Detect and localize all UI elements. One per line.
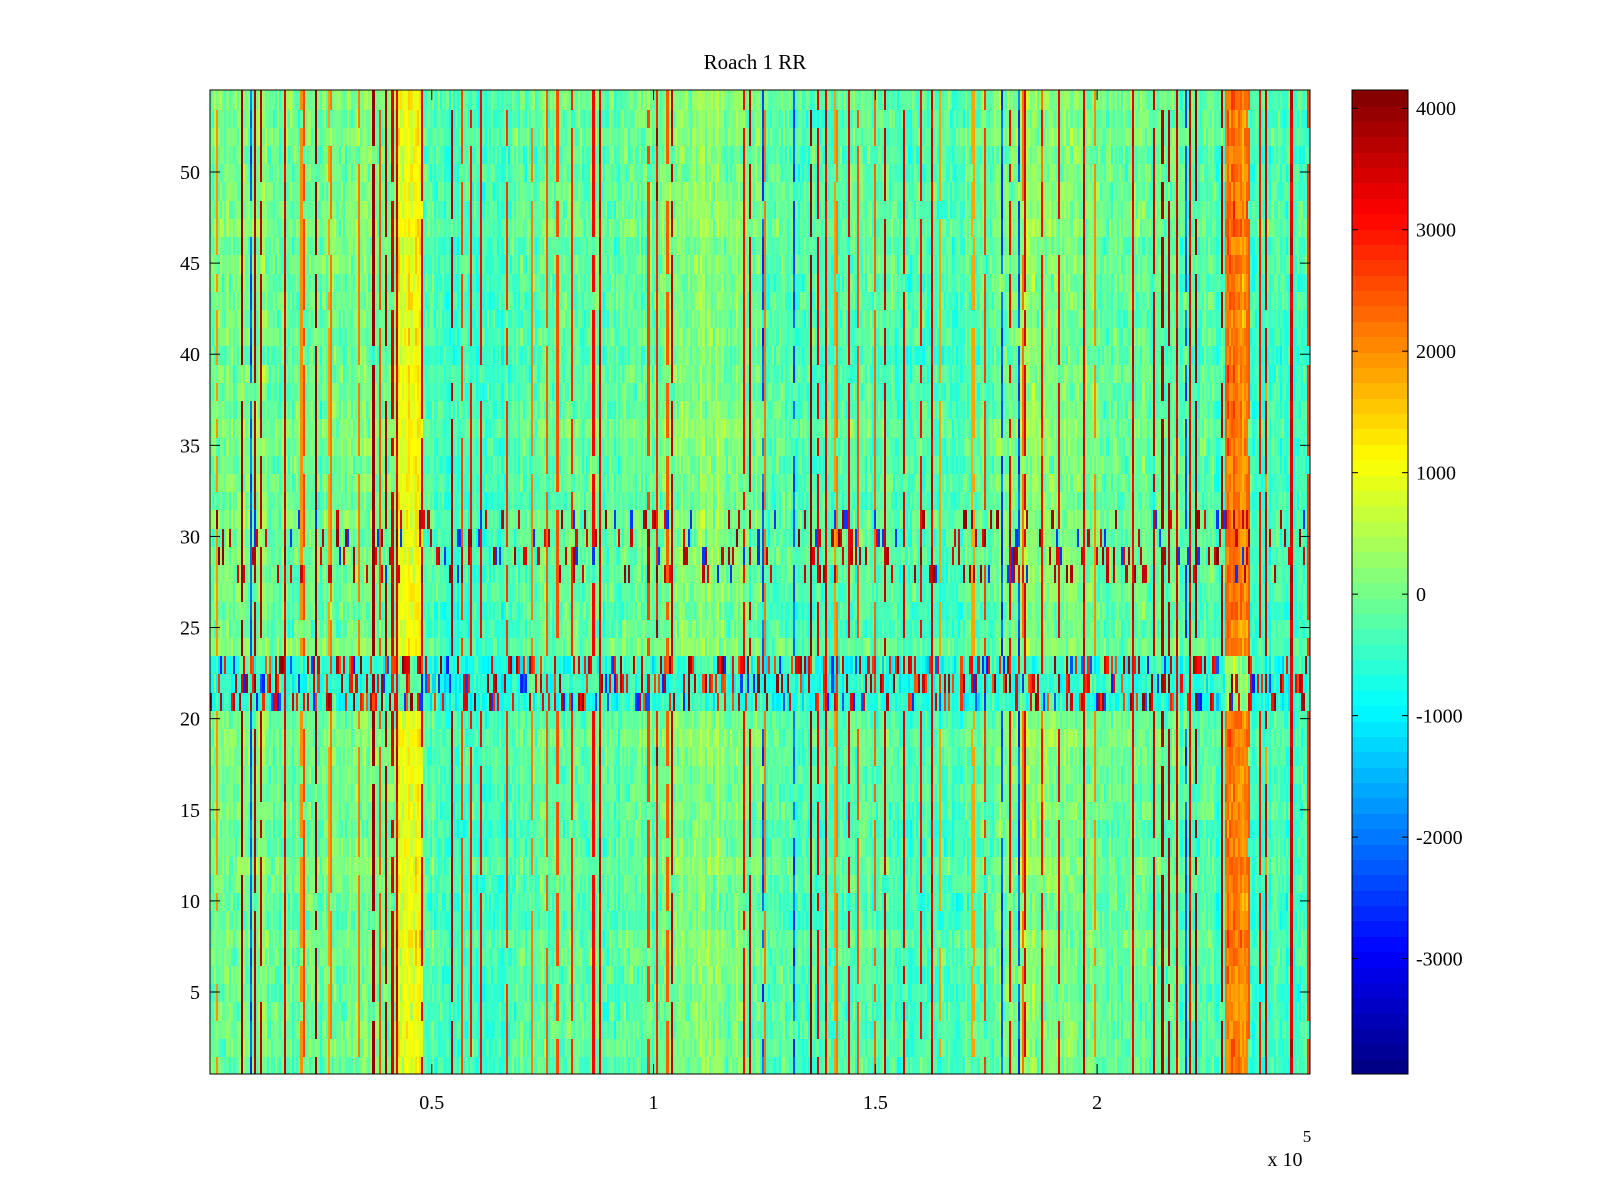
y-tick-label: 15: [180, 800, 200, 822]
x-exponent-power: 5: [1303, 1127, 1312, 1146]
y-tick-label: 40: [180, 344, 200, 366]
x-tick-label: 2: [1092, 1092, 1102, 1114]
colorbar-tick-label: 1000: [1416, 463, 1456, 485]
y-tick-label: 5: [190, 982, 200, 1004]
y-tick-label: 35: [180, 435, 200, 457]
y-tick-label: 10: [180, 891, 200, 913]
colorbar-tick-label: -1000: [1416, 706, 1463, 728]
colorbar-tick-label: 3000: [1416, 220, 1456, 242]
x-tick-label: 1.5: [863, 1092, 888, 1114]
colorbar-frame: [1351, 89, 1409, 1075]
y-tick-label: 20: [180, 709, 200, 731]
heatmap-image: [210, 90, 1310, 1074]
colorbar-tick-label: -2000: [1416, 827, 1463, 849]
plot-frame: [209, 89, 1311, 1075]
x-tick-label: 1: [649, 1092, 659, 1114]
colorbar-tick-label: 0: [1416, 584, 1426, 606]
y-tick-label: 25: [180, 618, 200, 640]
colorbar-tick-label: -3000: [1416, 949, 1463, 971]
chart-title: Roach 1 RR: [704, 50, 807, 74]
colorbar-tick-label: 4000: [1416, 98, 1456, 120]
y-tick-label: 45: [180, 253, 200, 275]
colorbar-image: [1352, 90, 1408, 1074]
y-tick-label: 30: [180, 526, 200, 548]
x-tick-label: 0.5: [419, 1092, 444, 1114]
y-axis-ticks: 5 10 15 20 25 30 35 40 45 50: [180, 162, 1310, 1004]
colorbar-tick-label: 2000: [1416, 341, 1456, 363]
y-tick-label: 50: [180, 162, 200, 184]
x-exponent-label: x 10: [1268, 1149, 1303, 1171]
x-axis-ticks: 0.5 1 1.5 2: [419, 90, 1102, 1114]
colorbar-ticks: 4000 3000 2000 1000 0 -1000 -2000 -3000: [1352, 98, 1463, 971]
